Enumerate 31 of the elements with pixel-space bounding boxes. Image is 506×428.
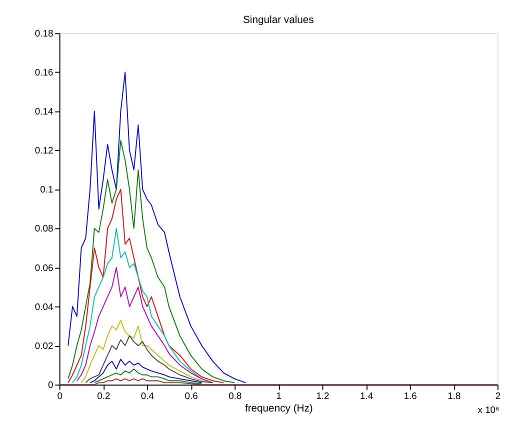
line-series: [94, 368, 202, 384]
x-tick-label: 0.6: [184, 390, 198, 402]
y-tick-label: 0.04: [34, 300, 54, 312]
line-series: [68, 188, 224, 384]
y-tick-label: 0.08: [34, 222, 54, 234]
y-tick-label: 0: [48, 378, 54, 390]
line-series: [68, 140, 236, 384]
line-series: [68, 72, 246, 384]
line-series: [85, 335, 214, 384]
x-tick-label: 0.4: [140, 390, 154, 402]
text: x 10⁶: [478, 404, 500, 415]
line-series: [90, 358, 202, 384]
y-tick-label: 0.1: [40, 184, 54, 195]
y-tick-label: 0.12: [34, 144, 54, 156]
x-tick-label: 1.2: [316, 390, 330, 402]
y-tick-label: 0.02: [34, 340, 54, 351]
line-series: [76, 267, 214, 384]
x-tick-label: 0.2: [97, 390, 110, 402]
x-tick-label: 2: [495, 390, 501, 402]
x-tick-label: 0.8: [228, 390, 242, 402]
y-tick-label: 0.16: [34, 66, 54, 78]
x-tick-label: 0: [57, 390, 62, 402]
y-tick-label: 0.06: [34, 262, 54, 273]
x-tick-label: 1.4: [360, 390, 374, 402]
y-tick-label: 0.18: [34, 27, 54, 38]
x-tick-label: 1: [276, 390, 282, 402]
x-axis-title: frequency (Hz): [244, 403, 313, 414]
x-tick-label: 1.6: [404, 390, 417, 402]
y-tick-label: 0.14: [34, 106, 54, 117]
chart-title: Singular values: [243, 14, 314, 26]
x-tick-label: 1.8: [448, 390, 461, 402]
